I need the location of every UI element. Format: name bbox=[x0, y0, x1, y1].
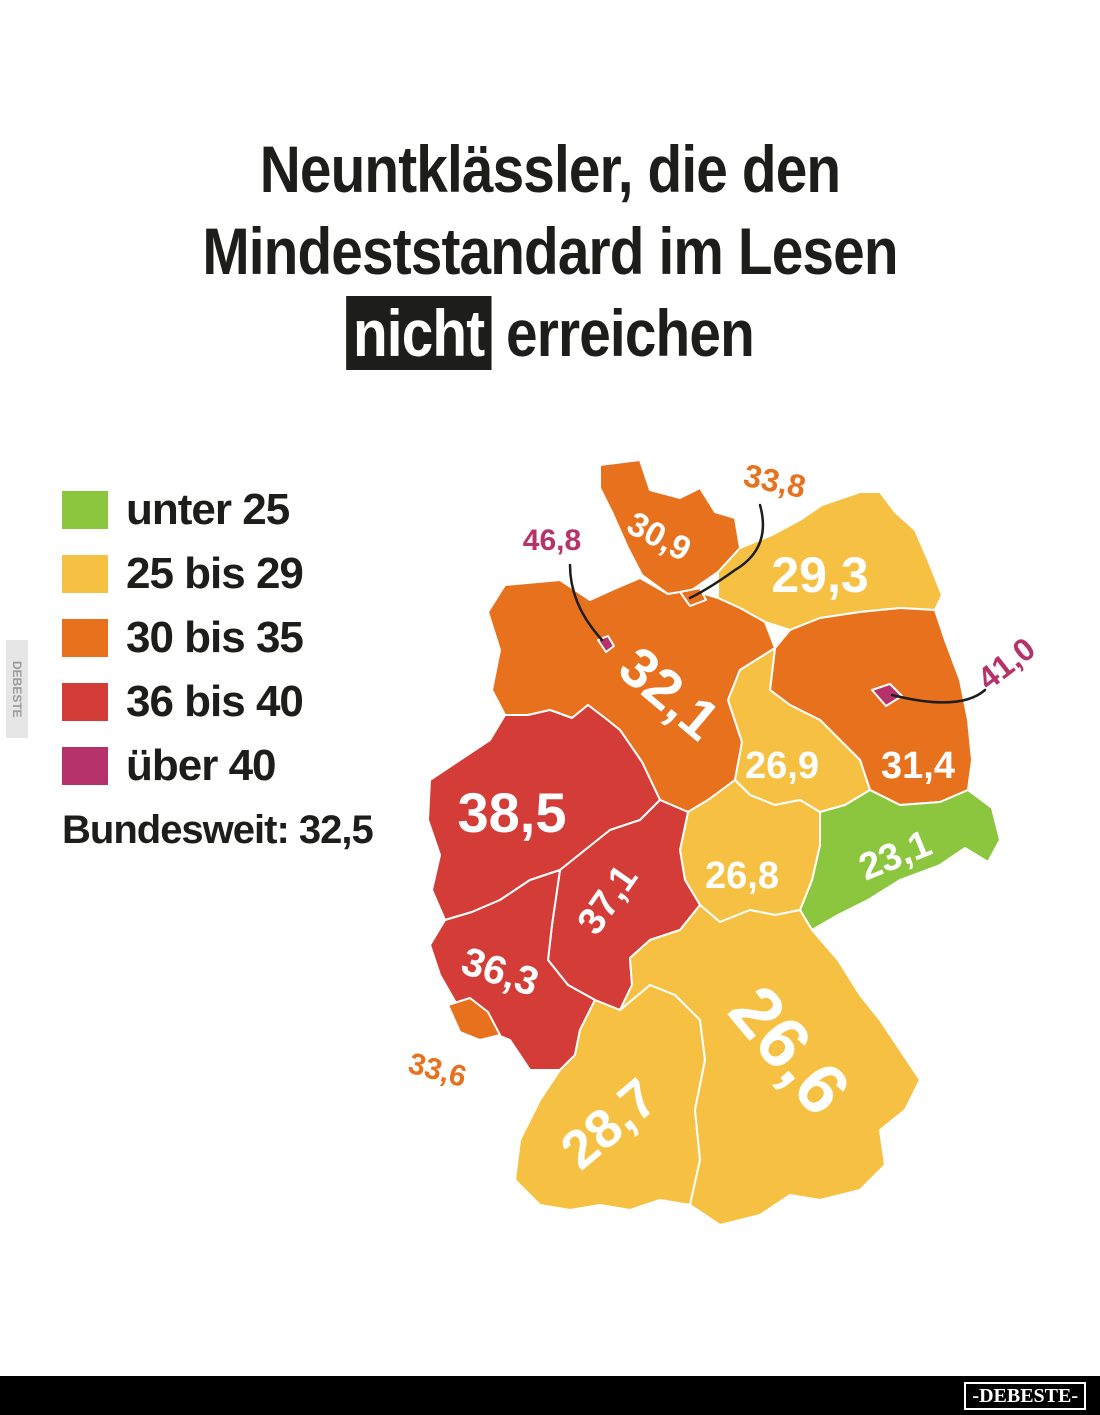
label-brandenburg: 31,4 bbox=[881, 745, 955, 787]
label-sachsen-anhalt: 26,9 bbox=[745, 745, 819, 787]
label-hamburg: 33,8 bbox=[741, 457, 809, 505]
label-berlin: 41,0 bbox=[971, 630, 1042, 697]
legend-swatch-yellow bbox=[62, 555, 108, 593]
legend-swatch-red bbox=[62, 683, 108, 721]
title-line-1: Neuntklässler, die den bbox=[259, 132, 841, 206]
legend-label: 25 bis 29 bbox=[126, 549, 304, 598]
legend-swatch-orange bbox=[62, 619, 108, 657]
state-mecklenburg-vorpommern bbox=[717, 491, 943, 631]
watermark: -DEBESTE- bbox=[964, 1382, 1086, 1410]
label-bremen: 46,8 bbox=[523, 524, 581, 557]
label-nordrhein-westfalen: 38,5 bbox=[458, 781, 567, 844]
legend-label: 30 bis 35 bbox=[126, 613, 304, 662]
leader-line-bremen bbox=[568, 563, 604, 642]
state-berlin bbox=[871, 683, 903, 707]
title-line-3-rest: erreichen bbox=[506, 296, 755, 370]
side-watermark: DEBESTE bbox=[6, 640, 28, 738]
legend-swatch-green bbox=[62, 491, 108, 529]
national-average: Bundesweit: 32,5 bbox=[62, 808, 374, 852]
bottom-bar: -DEBESTE- bbox=[0, 1376, 1100, 1415]
infographic-title: Neuntklässler, die den Mindeststandard i… bbox=[77, 128, 1023, 374]
legend: unter 25 25 bis 29 30 bis 35 36 bis 40 ü… bbox=[62, 478, 304, 798]
legend-label: unter 25 bbox=[126, 485, 290, 534]
label-mecklenburg-vorpommern: 29,3 bbox=[771, 547, 868, 603]
legend-item-ueber-40: über 40 bbox=[62, 734, 303, 798]
legend-label: 36 bis 40 bbox=[126, 677, 304, 726]
legend-item-unter-25: unter 25 bbox=[62, 478, 303, 542]
title-highlight: nicht bbox=[346, 296, 492, 370]
title-line-2: Mindeststandard im Lesen bbox=[202, 214, 898, 288]
state-bayern bbox=[619, 904, 921, 1226]
legend-item-30-bis-35: 30 bis 35 bbox=[62, 606, 304, 670]
legend-item-25-bis-29: 25 bis 29 bbox=[62, 542, 304, 606]
title-line-3: nicht erreichen bbox=[77, 292, 1023, 374]
legend-swatch-purple bbox=[62, 747, 108, 785]
label-thueringen: 26,8 bbox=[705, 855, 779, 897]
leader-line-berlin bbox=[890, 688, 987, 704]
leader-line-hamburg bbox=[688, 503, 765, 600]
state-saarland bbox=[447, 997, 501, 1041]
legend-label: über 40 bbox=[126, 741, 277, 790]
label-saarland: 33,6 bbox=[405, 1047, 470, 1094]
legend-item-36-bis-40: 36 bis 40 bbox=[62, 670, 304, 734]
